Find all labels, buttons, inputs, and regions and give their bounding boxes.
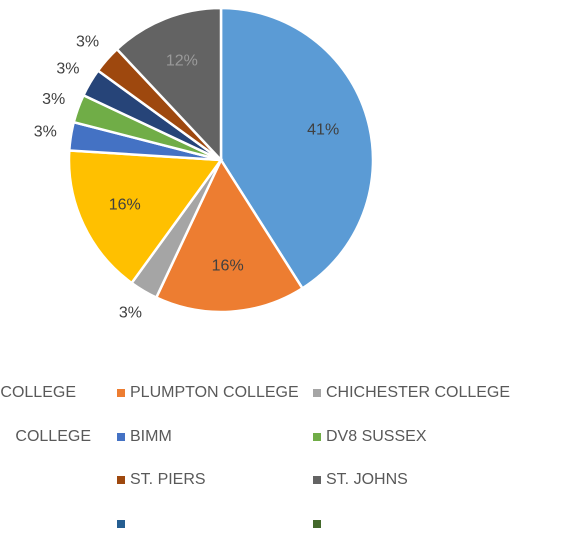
legend-label: ST. PIERS <box>130 471 206 488</box>
data-label: 3% <box>42 91 65 108</box>
data-label: 3% <box>34 123 57 140</box>
data-label: 41% <box>307 122 339 139</box>
legend-label: BIMM <box>130 428 172 445</box>
legend-marker <box>313 520 321 528</box>
legend-label: COLLEGE <box>15 428 91 445</box>
legend-marker <box>117 476 125 484</box>
pie-slice <box>115 6 223 164</box>
legend-marker <box>313 433 321 441</box>
legend-marker <box>117 389 125 397</box>
data-label: 3% <box>76 34 99 51</box>
data-label: 12% <box>166 52 198 69</box>
legend-marker <box>313 476 321 484</box>
legend-label: PLUMPTON COLLEGE <box>130 384 299 401</box>
pie-slice <box>154 157 305 314</box>
data-label: 3% <box>119 304 142 321</box>
legend-label: ST. JOHNS <box>326 471 408 488</box>
legend-marker <box>117 520 125 528</box>
legend-label: DV8 SUSSEX <box>326 428 427 445</box>
data-label: 16% <box>109 197 141 214</box>
pie-slice <box>67 149 224 285</box>
legend-marker <box>313 389 321 397</box>
legend-label: CHICHESTER COLLEGE <box>326 384 510 401</box>
data-label: 3% <box>56 61 79 78</box>
data-label: 16% <box>212 257 244 274</box>
legend-marker <box>117 433 125 441</box>
legend-label: COLLEGE <box>0 384 76 401</box>
